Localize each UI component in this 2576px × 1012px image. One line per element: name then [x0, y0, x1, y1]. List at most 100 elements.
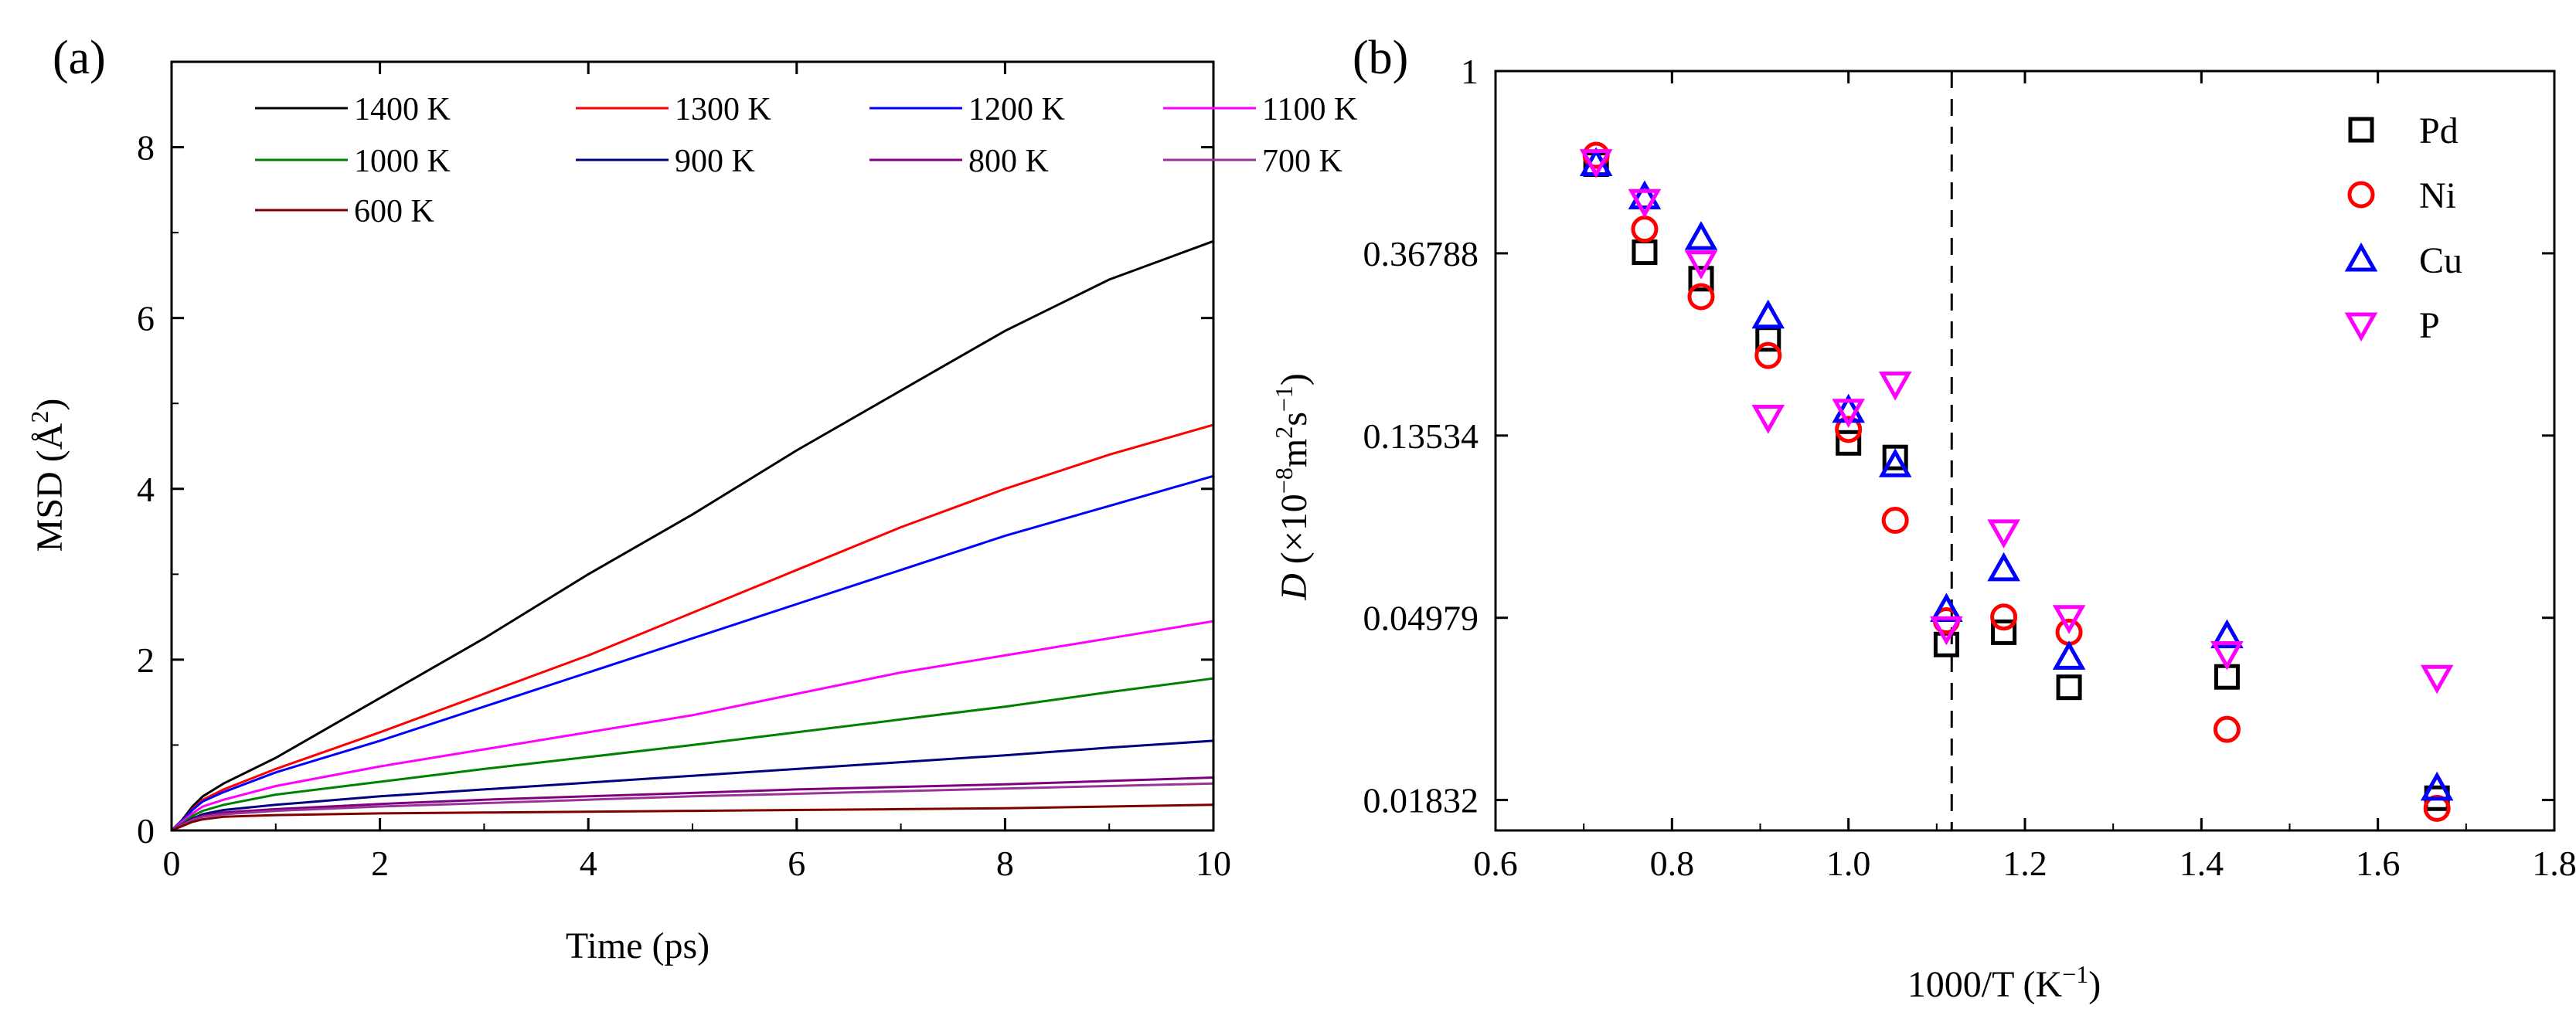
- data-point-ni: [1990, 603, 2018, 631]
- data-point-p: [2052, 605, 2086, 634]
- data-point-cu: [1628, 180, 1662, 210]
- panel-a-lines: [170, 239, 1214, 832]
- x-tick-label: 1.6: [2356, 844, 2401, 883]
- x-tick-label: 10: [1196, 844, 1231, 883]
- legend-label: 1000 K: [354, 144, 451, 179]
- x-tick-label: 0.8: [1650, 844, 1695, 883]
- panel-b-y-label-sup1: −8: [1270, 467, 1298, 494]
- legend-marker-cu: [2344, 242, 2378, 272]
- legend-marker-ni: [2347, 181, 2375, 209]
- data-point-ni: [1881, 507, 1909, 535]
- y-tick-label: 8: [137, 128, 155, 168]
- y-tick-label: 0.01832: [1363, 781, 1479, 820]
- panel-b-y-label-sup2: 2: [1270, 426, 1298, 439]
- panel-b-points: [1579, 141, 2454, 822]
- x-tick-label: 1.2: [2003, 844, 2047, 883]
- data-point-cu: [1684, 221, 1718, 250]
- legend-label: Cu: [2419, 240, 2462, 281]
- y-tick-label: 6: [137, 299, 155, 338]
- data-point-pd: [1991, 619, 2017, 645]
- panel-b-y-label-mid2: s: [1274, 412, 1315, 426]
- series-line-1000k: [171, 677, 1214, 832]
- panel-b: (b) 0.6 0.8 1.0 1.2 1.4 1.6 1.8 1 0.36788 0.13534…: [1270, 32, 2576, 1005]
- data-point-p: [1751, 405, 1785, 434]
- panel-b-axes: 0.6 0.8 1.0 1.2 1.4 1.6 1.8 1 0.36788 0.13534 0.04…: [1363, 52, 2576, 883]
- series-line-800k: [171, 776, 1214, 832]
- panel-b-y-label-close: ): [1274, 373, 1315, 385]
- data-point-pd: [2056, 674, 2082, 701]
- legend-label: 600 K: [354, 194, 434, 229]
- panel-b-x-axis-label: 1000/T (K−1): [1907, 960, 2101, 1005]
- panel-b-legend: Pd Ni Cu P: [2344, 110, 2462, 346]
- legend-label: 1200 K: [968, 92, 1065, 127]
- data-point-p: [1987, 519, 2020, 548]
- panel-a-y-label-close: ): [29, 399, 70, 411]
- series-line-600k: [171, 803, 1214, 832]
- panel-b-label: (b): [1353, 32, 1408, 84]
- data-point-pd: [1882, 444, 1908, 470]
- panel-b-y-label-sup3: −1: [1270, 385, 1298, 412]
- y-tick-label: 0.04979: [1363, 599, 1479, 638]
- series-line-1100k: [171, 620, 1214, 832]
- x-tick-label: 1.0: [1826, 844, 1871, 883]
- panel-a-y-axis-label: MSD (Å2): [26, 399, 70, 552]
- data-point-cu: [2420, 771, 2454, 801]
- data-point-pd: [1836, 430, 1862, 456]
- data-point-ni: [1687, 283, 1715, 311]
- series-line-1400k: [170, 239, 1214, 832]
- panel-a-legend: 1400 K 1300 K 1200 K 1100 K 1000 K 900 K 800 K…: [255, 92, 1357, 229]
- legend-label: 800 K: [968, 144, 1049, 179]
- series-line-900k: [171, 739, 1214, 832]
- data-point-p: [2420, 664, 2454, 694]
- legend-label: 1100 K: [1262, 92, 1357, 127]
- series-line-1200k: [170, 474, 1214, 832]
- series-line-700k: [171, 782, 1214, 832]
- x-tick-label: 1.4: [2180, 844, 2224, 883]
- panel-b-x-label-main: 1000/T (K: [1907, 964, 2063, 1005]
- data-point-p: [1684, 250, 1718, 280]
- data-point-p: [2210, 641, 2244, 671]
- x-tick-label: 6: [788, 844, 805, 883]
- y-tick-label: 4: [137, 470, 155, 509]
- x-tick-label: 4: [580, 844, 597, 883]
- legend-marker-p: [2344, 312, 2378, 342]
- data-point-ni: [2213, 715, 2241, 743]
- panel-b-x-label-close: ): [2088, 964, 2101, 1005]
- panel-a-x-axis-label: Time (ps): [566, 925, 710, 966]
- legend-label: 900 K: [675, 144, 755, 179]
- legend-label: P: [2419, 305, 2440, 346]
- data-point-p: [1628, 188, 1662, 219]
- data-point-cu: [2052, 640, 2086, 670]
- x-tick-label: 1.8: [2532, 844, 2576, 883]
- panel-a-y-label-main: MSD (: [29, 450, 70, 552]
- panel-b-frame: [1494, 70, 2556, 832]
- panel-a-y-label-unit: Å: [29, 423, 70, 450]
- legend-marker-pd: [2348, 117, 2374, 143]
- x-tick-label: 0: [163, 844, 181, 883]
- data-point-p: [1579, 149, 1613, 178]
- y-tick-label: 0: [137, 811, 155, 851]
- panel-a: (a) 0 2 4 6 8 10 0 2 4 6 8 1400 K 1300 K 1200 K 1100 …: [26, 32, 1357, 966]
- legend-label: 1400 K: [354, 92, 451, 127]
- panel-a-label: (a): [53, 32, 106, 84]
- x-tick-label: 0.6: [1473, 844, 1518, 883]
- data-point-ni: [1835, 416, 1863, 443]
- panel-b-y-axis-label: D (×10−8m2s−1): [1270, 373, 1315, 601]
- x-tick-label: 2: [371, 844, 389, 883]
- panel-b-x-label-sup: −1: [2062, 960, 2088, 988]
- panel-b-y-label-mid: m: [1274, 439, 1315, 467]
- panel-a-axes: 0 2 4 6 8 10 0 2 4 6 8: [137, 60, 1231, 883]
- data-point-cu: [1751, 299, 1785, 329]
- data-point-cu: [2210, 619, 2244, 649]
- legend-label: 700 K: [1262, 144, 1342, 179]
- legend-label: 1300 K: [675, 92, 771, 127]
- series-line-1300k: [170, 423, 1214, 832]
- data-point-pd: [1688, 266, 1714, 292]
- data-point-p: [1930, 616, 1963, 646]
- data-point-cu: [1878, 448, 1912, 477]
- data-point-pd: [1632, 239, 1658, 266]
- legend-label: Pd: [2419, 110, 2459, 151]
- data-point-p: [1832, 399, 1865, 428]
- y-tick-label: 1: [1461, 52, 1479, 91]
